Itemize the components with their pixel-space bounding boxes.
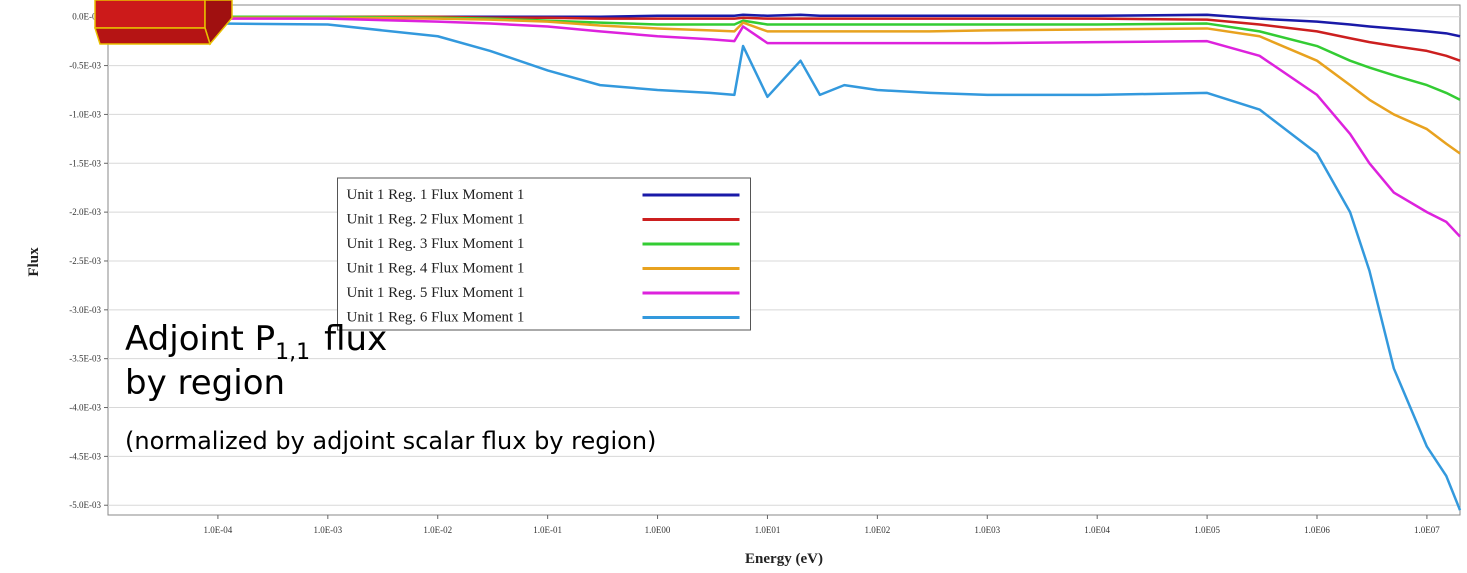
y-tick-label: -4.0E-03 — [69, 403, 101, 413]
x-tick-label: 1.0E03 — [974, 525, 1000, 535]
legend-label: Unit 1 Reg. 2 Flux Moment 1 — [347, 212, 525, 228]
x-tick-label: 1.0E07 — [1414, 525, 1440, 535]
y-tick-label: -3.5E-03 — [69, 354, 101, 364]
legend: Unit 1 Reg. 1 Flux Moment 1 Unit 1 Reg. 2… — [338, 178, 751, 330]
annotation-text: Adjoint P — [125, 319, 275, 359]
cube-icon — [95, 0, 232, 44]
x-tick-label: 1.0E02 — [864, 525, 890, 535]
legend-label: Unit 1 Reg. 3 Flux Moment 1 — [347, 236, 525, 252]
y-tick-label: -2.0E-03 — [69, 207, 101, 217]
y-tick-label: -0.5E-03 — [69, 61, 101, 71]
legend-label: Unit 1 Reg. 4 Flux Moment 1 — [347, 261, 525, 277]
annotation-line: Adjoint P1,1 flux — [125, 319, 387, 365]
x-tick-label: 1.0E04 — [1084, 525, 1110, 535]
annotation-subscript: 1,1 — [275, 340, 310, 365]
annotation-line: (normalized by adjoint scalar flux by re… — [125, 427, 656, 455]
x-tick-label: 1.0E05 — [1194, 525, 1220, 535]
cube-face — [95, 28, 210, 44]
y-tick-label: -5.0E-03 — [69, 500, 101, 510]
cube-face — [95, 0, 205, 28]
legend-label: Unit 1 Reg. 5 Flux Moment 1 — [347, 285, 525, 301]
y-tick-label: -1.0E-03 — [69, 109, 101, 119]
y-tick-label: -1.5E-03 — [69, 158, 101, 168]
x-tick-label: 1.0E-03 — [313, 525, 342, 535]
x-tick-label: 1.0E-04 — [204, 525, 233, 535]
annotation-line: by region — [125, 363, 285, 403]
x-tick-label: 1.0E06 — [1304, 525, 1330, 535]
x-tick-label: 1.0E-02 — [423, 525, 452, 535]
x-tick-label: 1.0E01 — [755, 525, 781, 535]
annotation-text: flux — [324, 319, 387, 359]
legend-label: Unit 1 Reg. 1 Flux Moment 1 — [347, 187, 525, 203]
x-tick-label: 1.0E00 — [645, 525, 671, 535]
x-axis-title: Energy (eV) — [745, 551, 823, 567]
x-tick-label: 1.0E-01 — [533, 525, 562, 535]
y-tick-label: -3.0E-03 — [69, 305, 101, 315]
y-axis-title: Flux — [26, 247, 42, 277]
y-tick-label: -2.5E-03 — [69, 256, 101, 266]
y-tick-label: -4.5E-03 — [69, 451, 101, 461]
chart: Energy (eV) Flux 0.0E-03-0.5E-03-1.0E-03… — [0, 0, 1467, 573]
